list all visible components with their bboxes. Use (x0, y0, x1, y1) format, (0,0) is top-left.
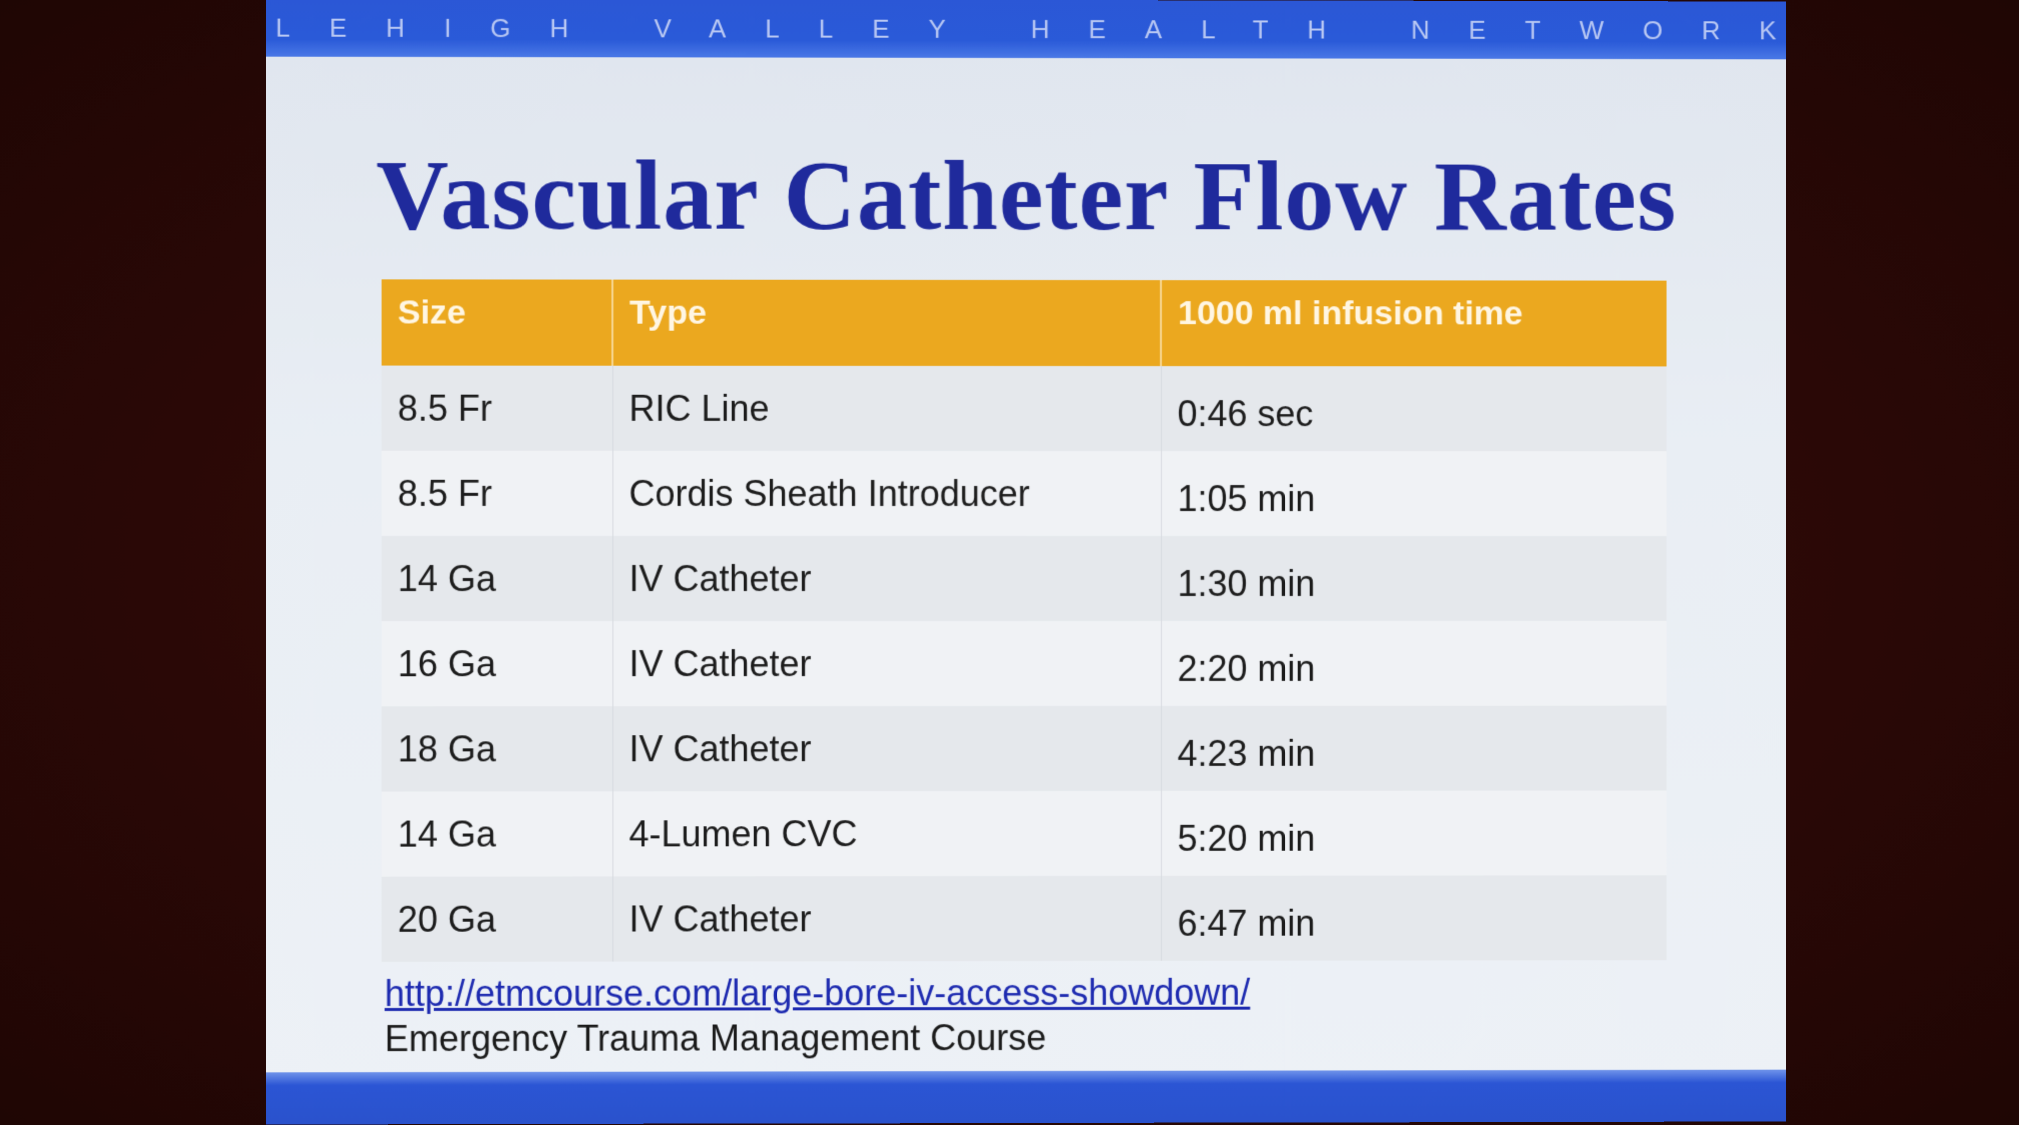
source-name: Emergency Trauma Management Course (385, 1017, 1047, 1060)
cell-infusion-time: 1:05 min (1161, 451, 1667, 536)
presentation-slide: LEHIGH VALLEY HEALTH NETWORK Vascular Ca… (266, 0, 1786, 1124)
cell-size: 14 Ga (382, 791, 613, 876)
header-bar: LEHIGH VALLEY HEALTH NETWORK (266, 0, 1786, 59)
source-link[interactable]: http://etmcourse.com/large-bore-iv-acces… (385, 972, 1251, 1015)
cell-infusion-time: 0:46 sec (1161, 366, 1667, 451)
cell-size: 8.5 Fr (382, 451, 613, 536)
column-header-size: Size (382, 279, 613, 365)
cell-infusion-time: 4:23 min (1161, 706, 1667, 791)
cell-size: 8.5 Fr (382, 366, 613, 451)
cell-type: IV Catheter (612, 706, 1161, 791)
cell-size: 14 Ga (382, 536, 613, 621)
cell-infusion-time: 5:20 min (1161, 790, 1667, 875)
table-row: 8.5 Fr Cordis Sheath Introducer 1:05 min (382, 451, 1667, 536)
cell-type: 4-Lumen CVC (612, 791, 1161, 877)
cell-type: IV Catheter (612, 621, 1161, 706)
cell-type: IV Catheter (612, 876, 1161, 962)
cell-type: IV Catheter (612, 536, 1161, 621)
network-name: LEHIGH VALLEY HEALTH NETWORK (266, 12, 1786, 46)
cell-type: Cordis Sheath Introducer (612, 451, 1161, 536)
table-row: 8.5 Fr RIC Line 0:46 sec (382, 366, 1667, 452)
cell-infusion-time: 2:20 min (1161, 621, 1667, 706)
cell-type: RIC Line (612, 366, 1161, 451)
cell-infusion-time: 1:30 min (1161, 536, 1667, 621)
slide-title: Vascular Catheter Flow Rates (266, 137, 1786, 254)
footer-bar (266, 1070, 1786, 1125)
table-row: 18 Ga IV Catheter 4:23 min (382, 706, 1667, 792)
table-header-row: Size Type 1000 ml infusion time (382, 279, 1667, 366)
cell-size: 16 Ga (382, 621, 613, 706)
table-row: 14 Ga IV Catheter 1:30 min (382, 536, 1667, 621)
column-header-type: Type (612, 280, 1161, 366)
column-header-infusion-time: 1000 ml infusion time (1161, 280, 1667, 366)
cell-size: 18 Ga (382, 706, 613, 791)
table-row: 16 Ga IV Catheter 2:20 min (382, 621, 1667, 706)
table-row: 14 Ga 4-Lumen CVC 5:20 min (382, 790, 1667, 876)
cell-infusion-time: 6:47 min (1161, 875, 1667, 961)
table-row: 20 Ga IV Catheter 6:47 min (382, 875, 1667, 962)
flow-rate-table: Size Type 1000 ml infusion time 8.5 Fr R… (382, 279, 1667, 962)
cell-size: 20 Ga (382, 876, 613, 961)
